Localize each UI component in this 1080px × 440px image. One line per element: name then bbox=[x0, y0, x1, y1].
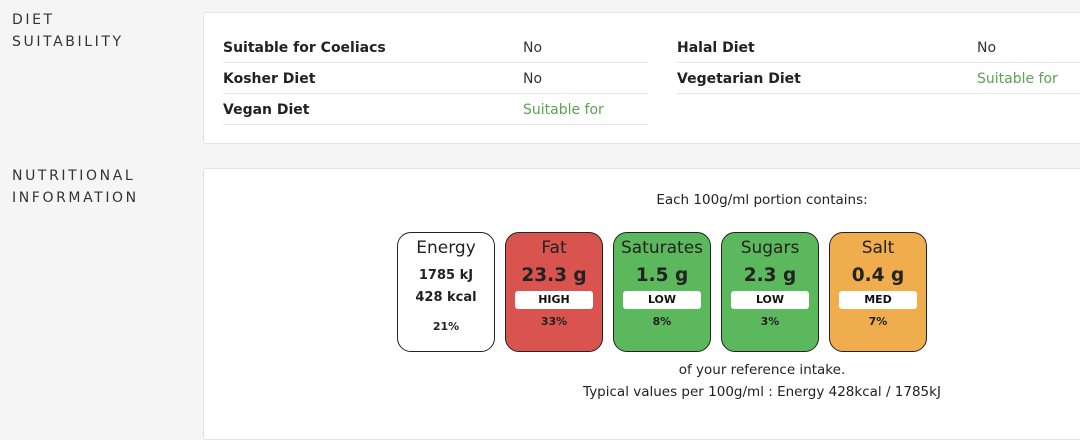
diet-row: Halal Diet No bbox=[677, 33, 1080, 63]
nutritional-information-card: Each 100g/ml portion contains: Energy 17… bbox=[203, 168, 1080, 440]
diet-row: Vegetarian Diet Suitable for bbox=[677, 64, 1080, 94]
diet-value: Suitable for bbox=[523, 101, 604, 118]
diet-label: Vegan Diet bbox=[223, 101, 310, 118]
sugars-tile: Sugars 2.3 g LOW 3% bbox=[721, 232, 819, 352]
diet-suitability-heading: DIET SUITABILITY bbox=[12, 9, 124, 53]
energy-kj: 1785 kJ bbox=[418, 268, 474, 283]
diet-heading-line1: DIET bbox=[12, 12, 55, 28]
diet-row: Suitable for Coeliacs No bbox=[223, 33, 648, 63]
tile-percent: 8% bbox=[652, 315, 672, 328]
tile-name: Energy bbox=[416, 238, 476, 258]
level-badge: LOW bbox=[623, 291, 701, 309]
diet-row: Kosher Diet No bbox=[223, 64, 648, 94]
nutritional-information-heading: NUTRITIONAL INFORMATION bbox=[12, 165, 139, 209]
tile-name: Fat bbox=[541, 238, 567, 258]
tile-percent: 21% bbox=[432, 320, 460, 333]
typical-values-text: Typical values per 100g/ml : Energy 428k… bbox=[583, 384, 941, 400]
tile-amount: 2.3 g bbox=[743, 265, 797, 286]
energy-kcal: 428 kcal bbox=[415, 290, 477, 305]
diet-label: Halal Diet bbox=[677, 39, 755, 56]
tile-percent: 33% bbox=[540, 315, 568, 328]
level-badge: LOW bbox=[731, 291, 809, 309]
fat-tile: Fat 23.3 g HIGH 33% bbox=[505, 232, 603, 352]
diet-heading-line2: SUITABILITY bbox=[12, 34, 124, 50]
nutrition-heading-line1: NUTRITIONAL bbox=[12, 168, 136, 184]
tile-amount: 1.5 g bbox=[635, 265, 689, 286]
tile-name: Sugars bbox=[740, 238, 800, 258]
diet-label: Vegetarian Diet bbox=[677, 70, 801, 87]
diet-value: Suitable for bbox=[977, 70, 1058, 87]
tile-percent: 3% bbox=[760, 315, 780, 328]
energy-tile: Energy 1785 kJ 428 kcal 21% bbox=[397, 232, 495, 352]
reference-intake-text: of your reference intake. bbox=[678, 362, 846, 378]
tile-name: Saturates bbox=[620, 238, 704, 258]
tile-amount: 23.3 g bbox=[521, 265, 587, 286]
nutrition-heading-line2: INFORMATION bbox=[12, 190, 139, 206]
diet-value: No bbox=[977, 39, 997, 56]
diet-column-right: Halal Diet No Vegetarian Diet Suitable f… bbox=[677, 33, 1080, 95]
diet-label: Suitable for Coeliacs bbox=[223, 39, 386, 56]
diet-column-left: Suitable for Coeliacs No Kosher Diet No … bbox=[223, 33, 648, 126]
portion-text: Each 100g/ml portion contains: bbox=[656, 192, 868, 208]
diet-suitability-card: Suitable for Coeliacs No Kosher Diet No … bbox=[203, 12, 1080, 144]
tile-percent: 7% bbox=[868, 315, 888, 328]
tile-amount: 0.4 g bbox=[851, 265, 905, 286]
level-badge: MED bbox=[839, 291, 917, 309]
diet-label: Kosher Diet bbox=[223, 70, 316, 87]
tile-name: Salt bbox=[861, 238, 895, 258]
traffic-light-label: Energy 1785 kJ 428 kcal 21% Fat 23.3 g H… bbox=[397, 232, 937, 352]
diet-value: No bbox=[523, 39, 543, 56]
saturates-tile: Saturates 1.5 g LOW 8% bbox=[613, 232, 711, 352]
diet-row: Vegan Diet Suitable for bbox=[223, 95, 648, 125]
level-badge: HIGH bbox=[515, 291, 593, 309]
diet-value: No bbox=[523, 70, 543, 87]
salt-tile: Salt 0.4 g MED 7% bbox=[829, 232, 927, 352]
